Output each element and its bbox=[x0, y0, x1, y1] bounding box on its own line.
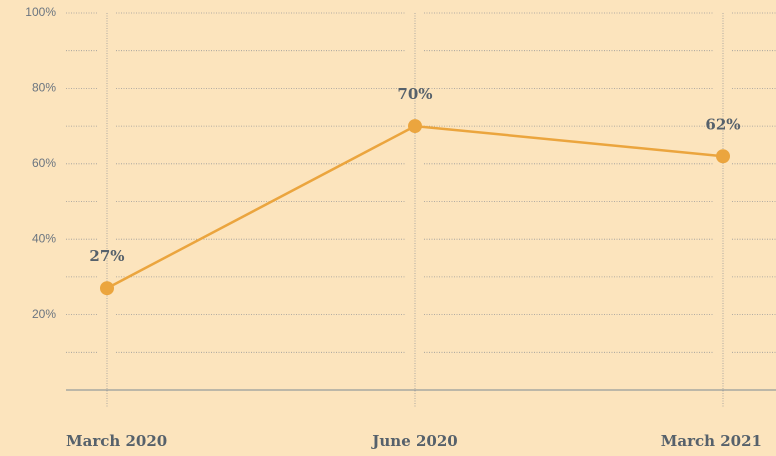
y-tick-label: 60% bbox=[32, 156, 56, 170]
y-tick-label: 20% bbox=[32, 307, 56, 321]
value-label: 70% bbox=[397, 85, 432, 103]
x-tick-label: March 2021 bbox=[661, 432, 762, 450]
y-tick-label: 40% bbox=[32, 231, 56, 245]
point bbox=[716, 149, 730, 164]
value-label: 62% bbox=[705, 115, 740, 133]
y-tick-label: 100% bbox=[25, 5, 56, 19]
x-tick-label: June 2020 bbox=[370, 432, 457, 450]
point bbox=[100, 281, 114, 296]
point bbox=[408, 119, 422, 134]
value-label: 27% bbox=[89, 247, 124, 265]
x-tick-label: March 2020 bbox=[66, 432, 167, 450]
y-tick-label: 80% bbox=[32, 81, 56, 95]
